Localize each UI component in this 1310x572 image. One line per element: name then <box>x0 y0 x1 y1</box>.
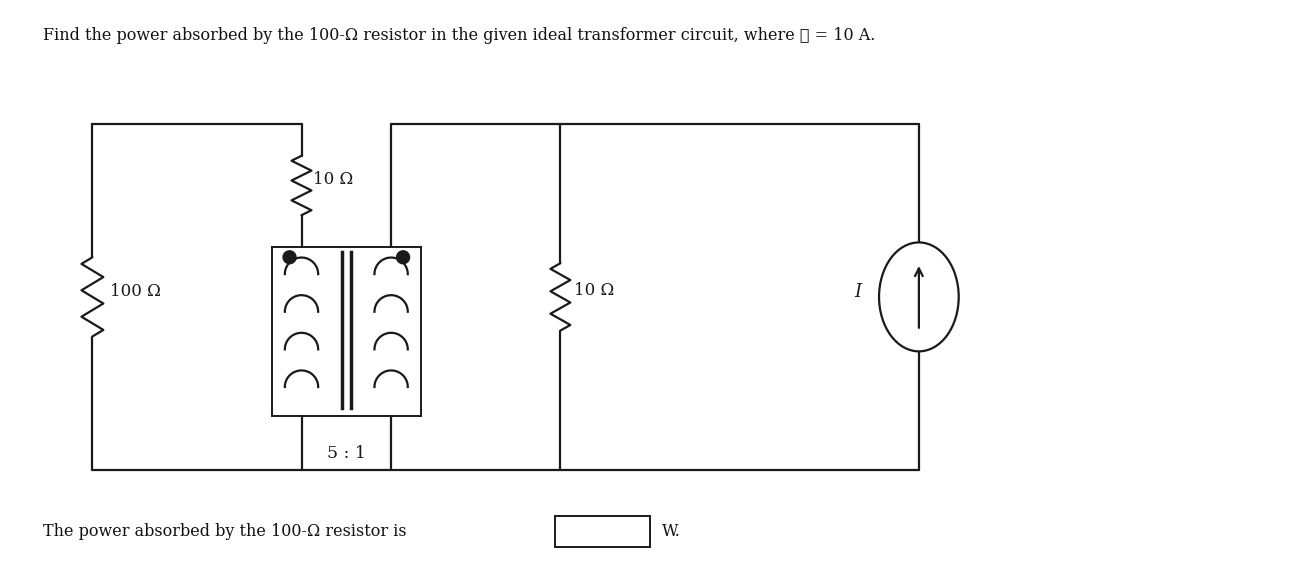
Bar <box>555 516 650 547</box>
Text: 10 Ω: 10 Ω <box>313 171 354 188</box>
Text: 10 Ω: 10 Ω <box>574 283 614 300</box>
Text: The power absorbed by the 100-Ω resistor is: The power absorbed by the 100-Ω resistor… <box>43 523 406 540</box>
Text: I: I <box>854 283 861 301</box>
Ellipse shape <box>879 243 959 351</box>
Text: 5 : 1: 5 : 1 <box>328 446 365 462</box>
Circle shape <box>397 251 410 264</box>
Circle shape <box>283 251 296 264</box>
Text: W.: W. <box>662 523 681 540</box>
Text: Find the power absorbed by the 100-Ω resistor in the given ideal transformer cir: Find the power absorbed by the 100-Ω res… <box>43 26 875 43</box>
Text: 100 Ω: 100 Ω <box>110 284 161 300</box>
